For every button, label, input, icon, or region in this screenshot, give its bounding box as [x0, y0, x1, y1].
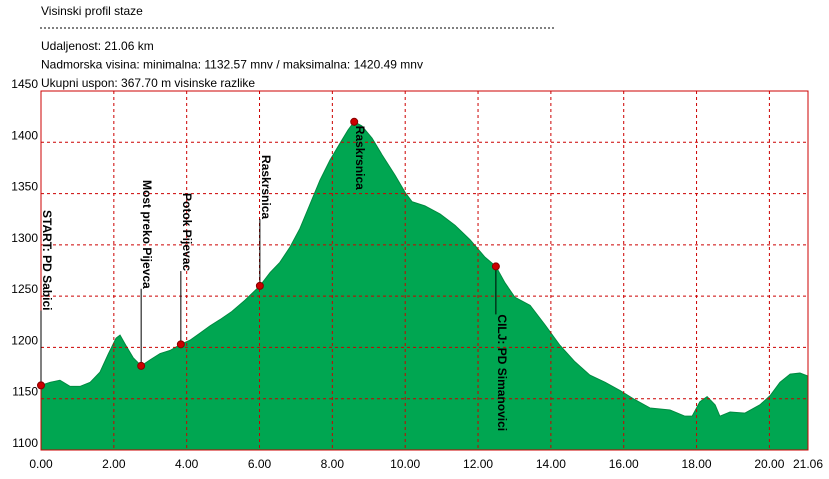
annotation-point [350, 117, 359, 126]
annotation-label: Potok Pijevac [180, 193, 194, 271]
x-tick-label: 0.00 [29, 457, 53, 471]
annotation-label: Raskrsnica [353, 126, 367, 190]
x-tick-label: 18.00 [682, 457, 712, 471]
x-tick-label: 14.00 [536, 457, 566, 471]
annotation-label: Most preko Pijevca [140, 180, 154, 289]
y-tick-label: 1450 [11, 77, 38, 91]
annotation-label: CILJ: PD Simanovici [495, 314, 509, 431]
y-tick-label: 1250 [11, 282, 38, 296]
x-tick-label: 12.00 [463, 457, 493, 471]
annotation-label: START: PD Sabici [40, 210, 54, 310]
y-tick-label: 1400 [11, 128, 38, 142]
x-tick-label: 8.00 [321, 457, 345, 471]
stat-line: Nadmorska visina: minimalna: 1132.57 mnv… [41, 58, 423, 72]
y-tick-label: 1300 [11, 231, 38, 245]
x-tick-label: 20.00 [754, 457, 784, 471]
stat-line: Ukupni uspon: 367.70 m visinske razlike [41, 76, 255, 90]
x-tick-label: 6.00 [248, 457, 272, 471]
annotation-point [491, 262, 500, 271]
plot-border [40, 90, 809, 451]
y-tick-label: 1150 [12, 385, 38, 399]
x-tick-label: 21.06 [793, 457, 823, 471]
x-tick-label: 4.00 [175, 457, 199, 471]
chart-title: Visinski profil staze [41, 4, 143, 18]
annotation-point [255, 281, 264, 290]
annotation-point [37, 381, 45, 390]
stat-line: Udaljenost: 21.06 km [41, 39, 154, 53]
y-tick-label: 1100 [12, 436, 38, 450]
annotation-point [176, 340, 185, 349]
x-tick-label: 2.00 [102, 457, 126, 471]
x-tick-label: 10.00 [390, 457, 420, 471]
x-tick-label: 16.00 [609, 457, 639, 471]
y-tick-label: 1200 [11, 333, 38, 347]
annotation-point [137, 361, 146, 370]
annotation-label: Raskrsnica [259, 155, 273, 219]
elevation-area [40, 121, 809, 451]
y-tick-label: 1350 [11, 180, 38, 194]
